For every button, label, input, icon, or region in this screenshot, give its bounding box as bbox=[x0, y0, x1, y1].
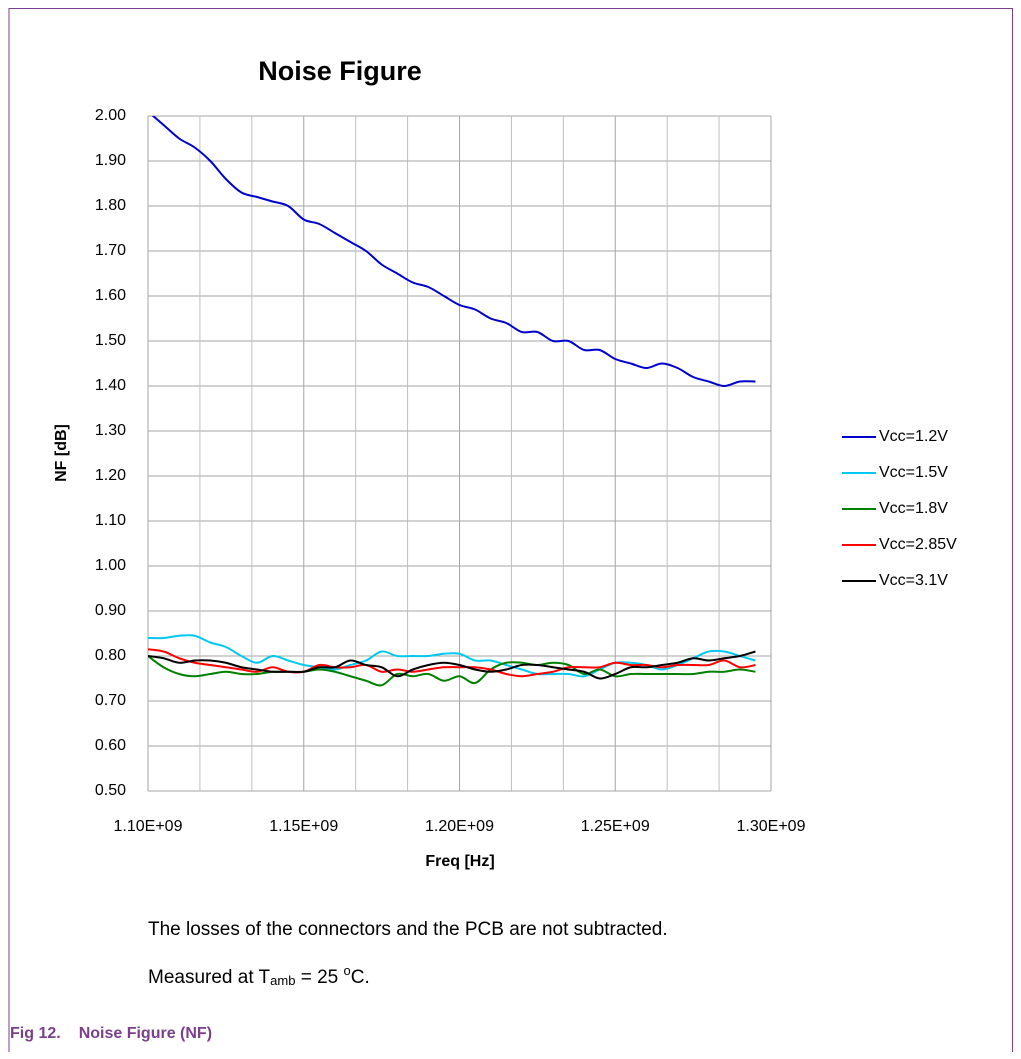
y-axis-label: NF [dB] bbox=[53, 424, 70, 482]
y-tick-label: 1.30 bbox=[95, 422, 126, 439]
y-tick-label: 1.40 bbox=[95, 377, 126, 394]
y-tick-label: 1.60 bbox=[95, 287, 126, 304]
y-tick-label: 1.80 bbox=[95, 197, 126, 214]
superscript: o bbox=[344, 963, 351, 978]
legend-label: Vcc=1.2V bbox=[879, 428, 948, 445]
frame bbox=[8, 8, 1013, 1052]
series-line bbox=[148, 650, 756, 680]
legend-label: Vcc=1.8V bbox=[879, 500, 948, 517]
caption-number: Fig 12. bbox=[10, 1025, 61, 1042]
y-tick-label: 1.90 bbox=[95, 152, 126, 169]
x-tick-label: 1.25E+09 bbox=[581, 818, 650, 835]
plot bbox=[148, 116, 756, 687]
note-part: Measured at T bbox=[148, 967, 271, 988]
series-line bbox=[148, 655, 756, 687]
chart-title: Noise Figure bbox=[258, 56, 422, 86]
grid bbox=[147, 115, 772, 792]
x-tick-label: 1.10E+09 bbox=[114, 818, 183, 835]
y-tick-label: 0.80 bbox=[95, 647, 126, 664]
y-tick-label: 1.10 bbox=[95, 512, 126, 529]
x-tick-label: 1.15E+09 bbox=[269, 818, 338, 835]
x-tick-label: 1.30E+09 bbox=[737, 818, 806, 835]
legend-label: Vcc=1.5V bbox=[879, 464, 948, 481]
y-tick-label: 0.60 bbox=[95, 737, 126, 754]
note-part: C. bbox=[351, 967, 370, 988]
y-tick-label: 1.00 bbox=[95, 557, 126, 574]
series-line bbox=[148, 634, 756, 678]
subscript: amb bbox=[270, 973, 295, 988]
y-tick-label: 0.70 bbox=[95, 692, 126, 709]
x-tick-label: 1.20E+09 bbox=[425, 818, 494, 835]
note: The losses of the connectors and the PCB… bbox=[148, 919, 668, 940]
y-tick-label: 1.50 bbox=[95, 332, 126, 349]
x-axis-label: Freq [Hz] bbox=[425, 853, 494, 870]
legend-label: Vcc=3.1V bbox=[879, 572, 948, 589]
series-line bbox=[151, 116, 756, 388]
y-tick-label: 1.70 bbox=[95, 242, 126, 259]
caption: Fig 12. Noise Figure (NF) bbox=[10, 1025, 212, 1042]
note: Measured at Tamb = 25 oC. bbox=[148, 963, 370, 988]
note-part: = 25 bbox=[295, 967, 343, 988]
y-tick-label: 2.00 bbox=[95, 107, 126, 124]
y-tick-label: 0.50 bbox=[95, 782, 126, 799]
caption-text: Noise Figure (NF) bbox=[79, 1025, 212, 1042]
legend-label: Vcc=2.85V bbox=[879, 536, 957, 553]
y-tick-label: 1.20 bbox=[95, 467, 126, 484]
legend: Vcc=1.2V Vcc=1.5V Vcc=1.8V Vcc=2.85V Vcc=3.1… bbox=[842, 428, 957, 589]
y-tick-label: 0.90 bbox=[95, 602, 126, 619]
